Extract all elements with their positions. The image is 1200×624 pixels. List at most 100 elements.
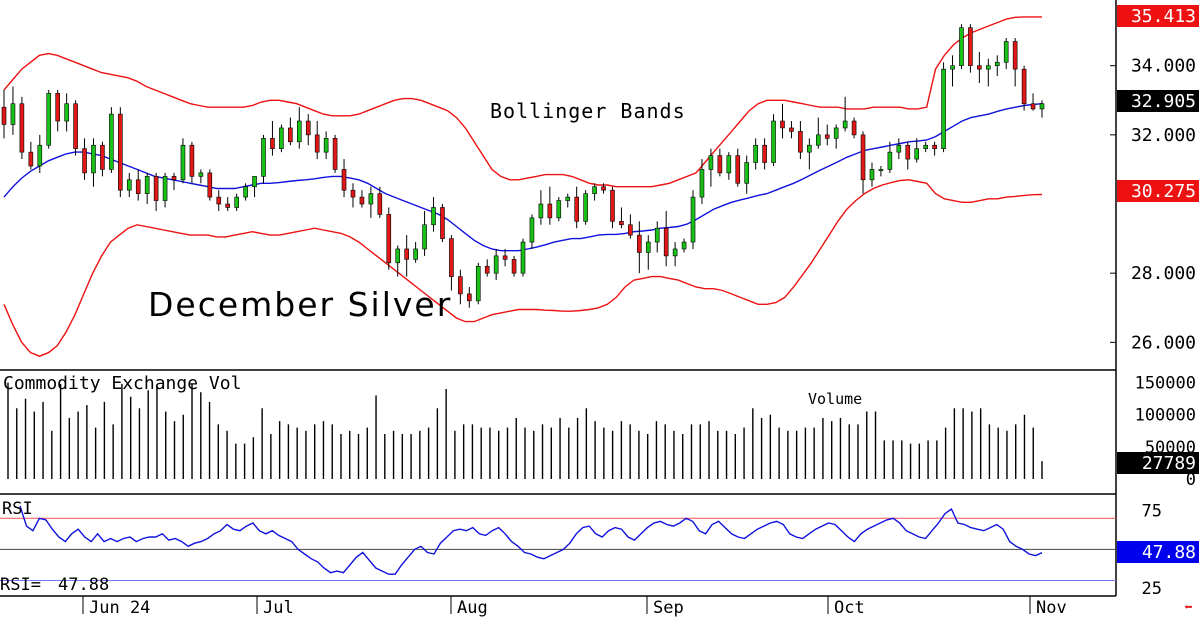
candle-up bbox=[726, 155, 732, 174]
candle-down bbox=[860, 134, 866, 181]
candle bbox=[467, 287, 472, 308]
candle-up bbox=[914, 148, 920, 160]
candle bbox=[968, 24, 973, 73]
candle-down bbox=[610, 189, 615, 222]
x-tick-label: Jul bbox=[263, 598, 294, 618]
price-tick-label: 28.000 bbox=[1131, 263, 1196, 284]
candle-up bbox=[896, 144, 902, 153]
x-tick-label: Sep bbox=[653, 598, 684, 618]
candle-down bbox=[189, 144, 195, 177]
candle-down bbox=[386, 214, 392, 264]
candle-up bbox=[37, 144, 43, 167]
candle bbox=[19, 96, 25, 160]
candle-down bbox=[663, 227, 669, 257]
candle-up bbox=[126, 179, 132, 191]
candle-up bbox=[941, 68, 946, 149]
candle-down bbox=[511, 259, 517, 274]
last-volume-value: 27789 bbox=[1142, 453, 1196, 474]
candle bbox=[216, 190, 222, 211]
candle bbox=[672, 242, 678, 267]
upper-band-value: 35.413 bbox=[1131, 6, 1196, 27]
candle bbox=[986, 58, 991, 87]
candle-up bbox=[690, 196, 696, 243]
candle bbox=[279, 124, 284, 153]
candle-down bbox=[458, 276, 463, 295]
candle bbox=[153, 172, 159, 211]
candle-up bbox=[395, 248, 401, 264]
candle bbox=[296, 107, 302, 149]
candle-up bbox=[959, 27, 964, 67]
candle-up bbox=[64, 103, 69, 122]
candle bbox=[493, 248, 499, 281]
candle-up bbox=[234, 196, 239, 208]
candle-down bbox=[19, 103, 25, 153]
candle bbox=[735, 148, 741, 187]
candle-up bbox=[815, 134, 821, 146]
candle-down bbox=[574, 196, 579, 222]
candle-down bbox=[547, 203, 553, 219]
candle-down bbox=[502, 255, 508, 260]
volume-panel-title: Commodity Exchange Vol bbox=[3, 373, 241, 394]
candle bbox=[860, 131, 866, 194]
candle bbox=[126, 172, 132, 198]
candle-up bbox=[869, 169, 875, 181]
candle bbox=[109, 107, 114, 173]
candle bbox=[243, 183, 248, 201]
candle-up bbox=[10, 103, 16, 125]
candle-up bbox=[672, 248, 678, 257]
candle bbox=[118, 107, 123, 198]
rsi-line bbox=[19, 505, 1043, 575]
candle bbox=[171, 172, 177, 191]
candle bbox=[708, 148, 714, 187]
price-tick-label: 34.000 bbox=[1131, 56, 1196, 77]
candle bbox=[914, 138, 920, 163]
candle bbox=[484, 259, 490, 277]
candle bbox=[959, 24, 964, 70]
candle-up bbox=[681, 241, 687, 250]
candle bbox=[314, 121, 320, 160]
candle-up bbox=[538, 203, 544, 219]
volume-tick-label: 100000 bbox=[1135, 406, 1196, 426]
candle-up bbox=[180, 144, 186, 181]
candle bbox=[520, 238, 526, 277]
candle-up bbox=[833, 127, 839, 139]
candle bbox=[833, 124, 839, 149]
candle bbox=[628, 214, 633, 239]
candle-down bbox=[73, 103, 78, 149]
candle-down bbox=[905, 144, 911, 160]
candle-up bbox=[91, 144, 96, 174]
volume-tick-label: 150000 bbox=[1135, 374, 1196, 394]
candle-up bbox=[807, 144, 812, 153]
candle bbox=[654, 221, 660, 253]
upper-band-badge bbox=[1117, 5, 1199, 27]
candle bbox=[807, 138, 812, 170]
candle-down bbox=[637, 234, 642, 253]
candle bbox=[994, 55, 1000, 77]
candle bbox=[458, 269, 463, 305]
candle-down bbox=[1021, 68, 1027, 105]
candle-down bbox=[484, 265, 490, 274]
candle bbox=[583, 190, 588, 225]
candle-down bbox=[314, 134, 320, 153]
candle-down bbox=[449, 238, 454, 277]
candle bbox=[207, 169, 213, 201]
candle-up bbox=[162, 176, 168, 201]
candle bbox=[932, 141, 937, 156]
candle bbox=[422, 210, 427, 256]
candle-down bbox=[762, 144, 767, 163]
candle-down bbox=[1, 106, 7, 125]
candle-up bbox=[986, 65, 991, 70]
candle-up bbox=[994, 61, 1000, 67]
candle-down bbox=[225, 203, 231, 208]
candle bbox=[798, 121, 803, 160]
candle bbox=[431, 197, 436, 232]
x-tick-label: Oct bbox=[834, 598, 865, 618]
rsi-readout-value: 47.88 bbox=[58, 575, 109, 595]
candle bbox=[950, 55, 955, 87]
candle bbox=[941, 62, 946, 153]
candle bbox=[225, 197, 231, 211]
left-arrow-icon[interactable]: ➡ bbox=[1184, 598, 1192, 614]
candle bbox=[135, 169, 141, 201]
candle-down bbox=[153, 176, 159, 201]
